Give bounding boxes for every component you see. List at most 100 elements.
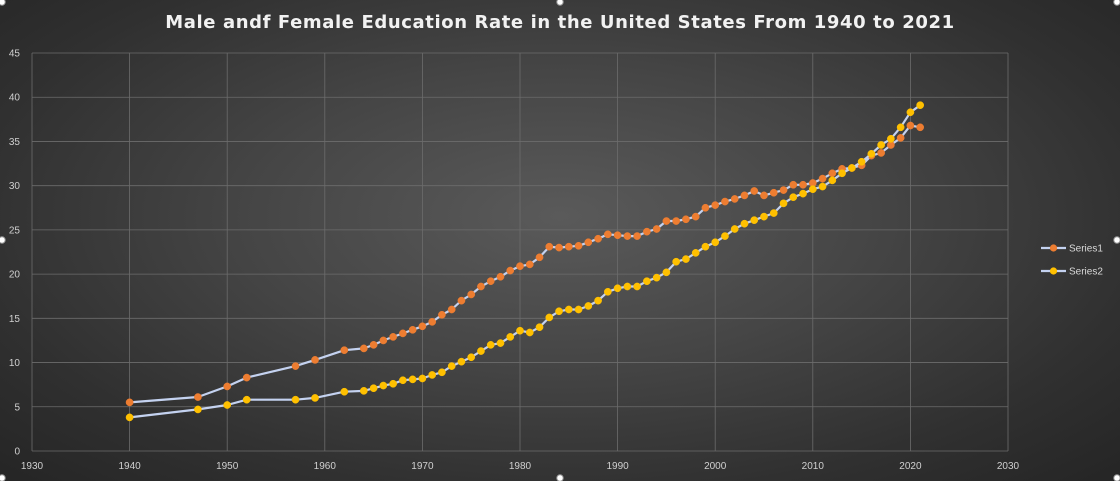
series2-point	[750, 216, 759, 225]
series1-point	[711, 201, 720, 209]
series2-point	[877, 141, 885, 149]
series1-point	[242, 373, 251, 382]
series1-point	[750, 187, 759, 195]
x-tick-label: 1990	[606, 461, 629, 472]
series1-point	[652, 225, 661, 233]
series1-point	[613, 231, 622, 240]
series1-point	[623, 232, 632, 240]
series2-point	[486, 341, 495, 349]
axis-labels: 0 5 10 15 20 25 30 35 40 45 1930 1940 1950 1960 1970 19…	[9, 49, 1020, 473]
legend-label: Series2	[1069, 267, 1103, 278]
series2-point	[408, 375, 417, 384]
resize-handle	[1113, 0, 1120, 6]
series2-point	[555, 307, 563, 316]
series2-point	[769, 209, 778, 217]
series1-point	[906, 121, 915, 130]
series1-point	[633, 232, 641, 240]
series1-point	[701, 203, 710, 212]
series1-point	[194, 393, 202, 401]
series2-point	[721, 232, 729, 240]
legend-label: Series1	[1069, 244, 1103, 255]
series1-point	[291, 362, 300, 370]
x-tick-label: 1950	[216, 461, 239, 472]
resize-handle	[556, 474, 564, 481]
series1-point	[916, 123, 925, 132]
series1-point	[799, 180, 807, 189]
series2-point	[896, 123, 905, 132]
series2-line	[129, 104, 921, 419]
series1-point	[662, 217, 671, 225]
series2-point	[730, 225, 739, 233]
series2-point	[799, 189, 807, 198]
y-tick-label: 0	[14, 447, 20, 458]
series2-point	[389, 379, 397, 388]
series2-point	[633, 282, 641, 291]
x-tick-label: 2000	[704, 461, 727, 472]
series2-point	[916, 101, 925, 110]
series2-point	[613, 284, 622, 293]
series1-point	[408, 325, 417, 334]
series1-point	[418, 322, 427, 331]
x-tick-label: 2020	[899, 461, 922, 472]
series1-point	[574, 241, 583, 250]
series1-point	[535, 253, 544, 262]
series1-point	[359, 344, 368, 353]
series1-point	[603, 230, 612, 239]
chart-title: Male andf Female Education Rate in the U…	[165, 12, 955, 33]
series2-point	[740, 219, 749, 228]
series1-point	[438, 310, 446, 319]
series2-point	[223, 401, 232, 409]
series1-point	[486, 277, 495, 286]
series1-point	[428, 318, 437, 326]
series1-point	[769, 188, 778, 197]
series2-point	[477, 347, 485, 355]
series1-point	[691, 212, 700, 221]
resize-handle	[0, 0, 6, 6]
series2-point	[867, 149, 876, 158]
series2-point	[672, 257, 681, 266]
series1-point	[496, 272, 505, 281]
series2-point	[711, 238, 720, 247]
series1-point	[740, 191, 749, 200]
series2-point	[428, 371, 437, 379]
series1-point	[389, 333, 397, 341]
series2-point	[701, 242, 710, 251]
resize-handle	[556, 0, 564, 6]
series2-point	[496, 339, 505, 347]
series2-point	[643, 277, 651, 286]
series1-point	[311, 356, 319, 364]
series2-point	[399, 376, 407, 385]
series1-point	[779, 186, 788, 194]
series1-point	[477, 282, 485, 291]
series2-point	[359, 387, 368, 395]
series1-point	[399, 329, 407, 338]
series1-point	[125, 398, 134, 407]
series2-point	[838, 169, 846, 178]
legend: Series1 Series2	[1041, 244, 1103, 278]
series2-point	[847, 164, 856, 172]
series2-point	[545, 313, 554, 322]
series2-point	[789, 193, 798, 202]
series1-point	[379, 336, 388, 345]
series2-point	[242, 395, 251, 404]
series1-point	[516, 262, 524, 271]
legend-swatch-marker	[1049, 267, 1058, 275]
series2-point	[691, 249, 700, 257]
resize-handle	[0, 474, 6, 481]
series2-point	[125, 413, 134, 422]
series2-point	[447, 362, 456, 370]
series2-point	[311, 394, 319, 402]
series2-point	[760, 212, 768, 221]
series1-point	[682, 215, 690, 224]
series1-point	[672, 217, 681, 225]
series1-point	[525, 260, 534, 269]
series1-point	[643, 227, 651, 236]
series1-point	[564, 242, 573, 251]
y-tick-label: 40	[9, 93, 21, 104]
series2-point	[887, 134, 895, 143]
y-tick-label: 45	[9, 49, 21, 60]
series1-point	[369, 341, 378, 349]
series2-point	[828, 176, 837, 185]
